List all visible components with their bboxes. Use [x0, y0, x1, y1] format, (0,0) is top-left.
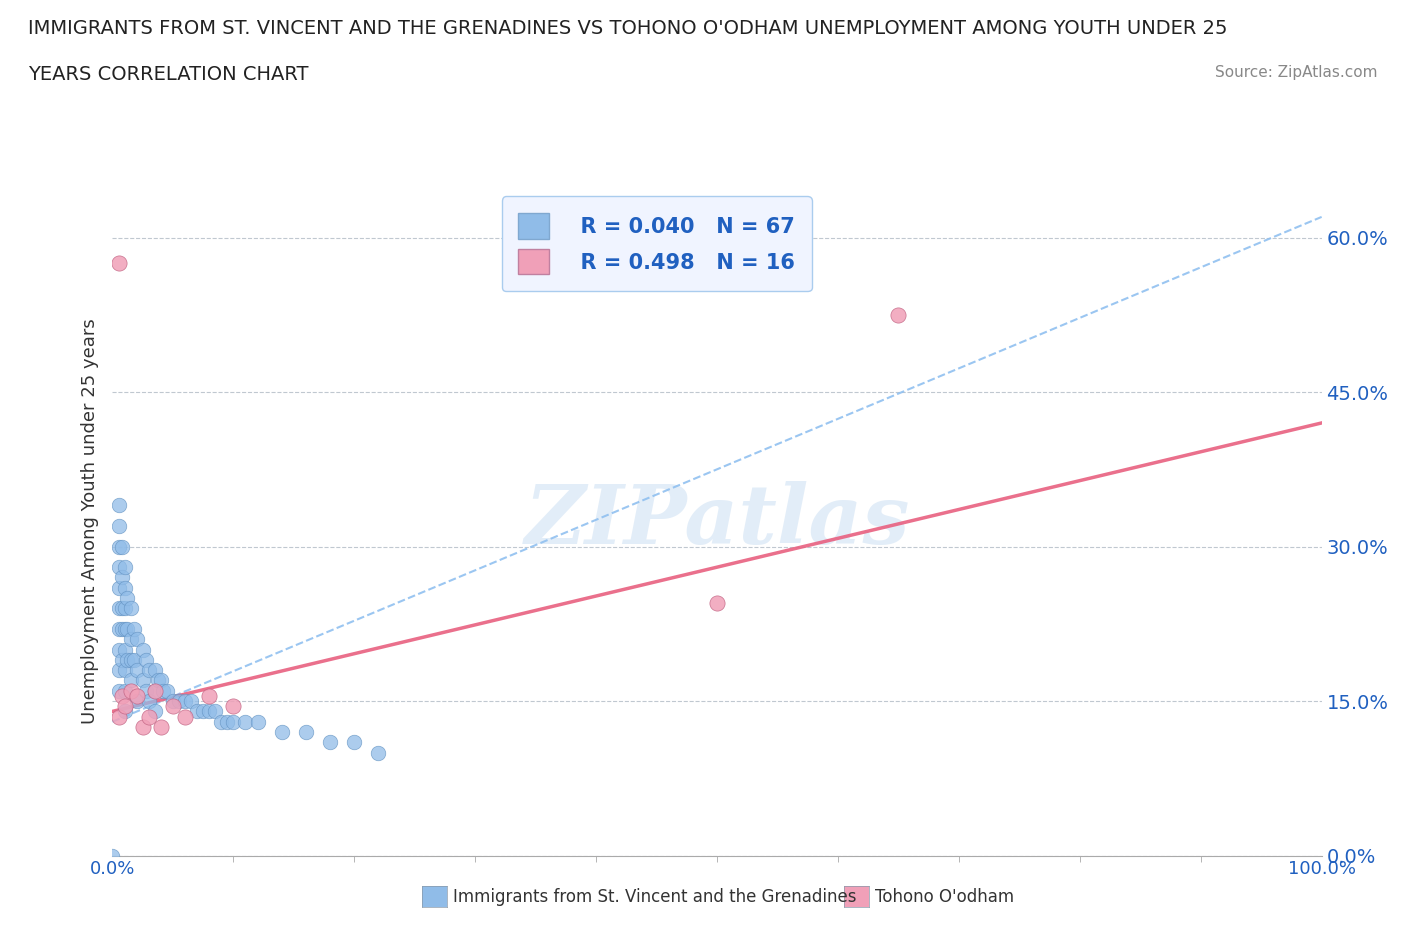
Point: [125, 694, 148, 709]
Point: [114, 704, 136, 719]
Point: [343, 735, 366, 750]
Point: [107, 539, 129, 554]
Point: [114, 698, 136, 713]
Legend:   R = 0.040   N = 67,   R = 0.498   N = 16: R = 0.040 N = 67, R = 0.498 N = 16: [502, 196, 811, 291]
Point: [235, 714, 257, 729]
Text: IMMIGRANTS FROM ST. VINCENT AND THE GRENADINES VS TOHONO O'ODHAM UNEMPLOYMENT AM: IMMIGRANTS FROM ST. VINCENT AND THE GREN…: [28, 19, 1227, 37]
Point: [209, 714, 232, 729]
Point: [143, 684, 166, 698]
Point: [156, 684, 179, 698]
Text: YEARS CORRELATION CHART: YEARS CORRELATION CHART: [28, 65, 309, 84]
Point: [887, 307, 910, 322]
Text: Immigrants from St. Vincent and the Grenadines: Immigrants from St. Vincent and the Gren…: [453, 887, 856, 906]
Point: [148, 673, 170, 688]
Point: [204, 704, 226, 719]
Point: [111, 601, 134, 616]
Point: [107, 498, 129, 512]
Point: [115, 591, 138, 605]
Point: [125, 688, 148, 703]
Point: [107, 601, 129, 616]
Point: [120, 601, 142, 616]
Point: [107, 621, 129, 636]
Point: [174, 709, 197, 724]
Point: [319, 735, 342, 750]
Point: [132, 720, 155, 735]
Point: [125, 631, 148, 646]
Point: [174, 694, 197, 709]
Point: [101, 848, 124, 863]
Point: [115, 653, 138, 668]
Point: [270, 724, 292, 739]
Point: [120, 653, 142, 668]
Point: [143, 684, 166, 698]
Point: [107, 663, 129, 678]
Y-axis label: Unemployment Among Youth under 25 years: Unemployment Among Youth under 25 years: [80, 318, 98, 724]
Text: Tohono O'odham: Tohono O'odham: [875, 887, 1014, 906]
Point: [120, 673, 142, 688]
Point: [120, 631, 142, 646]
Point: [122, 653, 145, 668]
Point: [132, 642, 155, 657]
Point: [114, 621, 136, 636]
Point: [125, 663, 148, 678]
Point: [138, 663, 160, 678]
Point: [111, 688, 134, 703]
Point: [367, 745, 389, 760]
Point: [143, 663, 166, 678]
Point: [114, 601, 136, 616]
Point: [217, 714, 239, 729]
Point: [222, 714, 245, 729]
Point: [111, 653, 134, 668]
Point: [122, 621, 145, 636]
Point: [246, 714, 269, 729]
Point: [186, 704, 208, 719]
Point: [107, 256, 129, 271]
Point: [138, 709, 160, 724]
Point: [115, 621, 138, 636]
Point: [152, 684, 174, 698]
Point: [135, 684, 157, 698]
Point: [149, 720, 172, 735]
Point: [143, 704, 166, 719]
Point: [162, 698, 184, 713]
Text: ZIPatlas: ZIPatlas: [524, 481, 910, 561]
Point: [114, 684, 136, 698]
Point: [295, 724, 318, 739]
Point: [114, 560, 136, 575]
Point: [107, 580, 129, 595]
Point: [138, 694, 160, 709]
Point: [149, 673, 172, 688]
Point: [111, 621, 134, 636]
Point: [107, 709, 129, 724]
Point: [132, 673, 155, 688]
Point: [120, 684, 142, 698]
Point: [114, 642, 136, 657]
Point: [198, 704, 221, 719]
Point: [111, 570, 134, 585]
Point: [107, 642, 129, 657]
Point: [706, 596, 728, 611]
Point: [107, 560, 129, 575]
Point: [114, 580, 136, 595]
Point: [198, 688, 221, 703]
Point: [191, 704, 214, 719]
Point: [222, 698, 245, 713]
Point: [107, 519, 129, 534]
Point: [162, 694, 184, 709]
Point: [167, 694, 190, 709]
Point: [107, 684, 129, 698]
Point: [114, 663, 136, 678]
Text: Source: ZipAtlas.com: Source: ZipAtlas.com: [1215, 65, 1378, 80]
Point: [135, 653, 157, 668]
Point: [180, 694, 202, 709]
Point: [111, 539, 134, 554]
